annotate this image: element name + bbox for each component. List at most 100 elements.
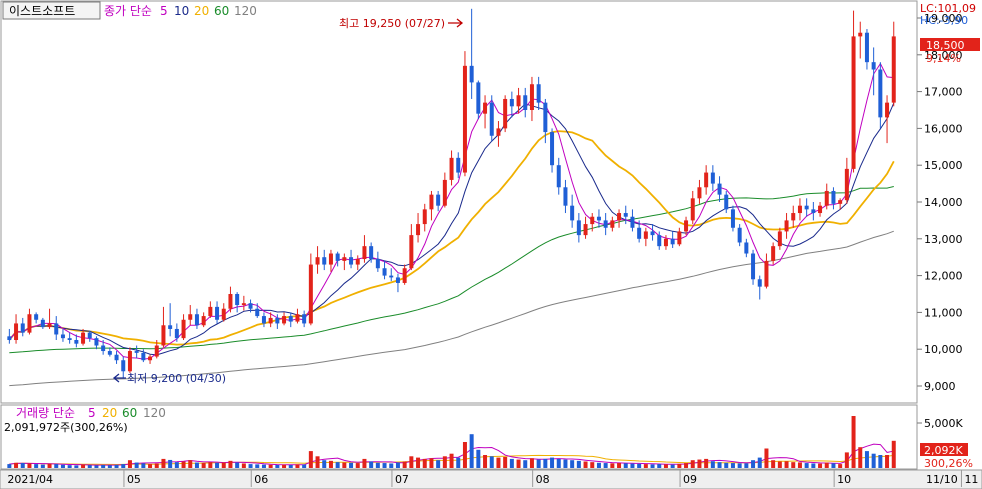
candle-body bbox=[40, 319, 45, 328]
volume-bar bbox=[389, 463, 394, 468]
candle-body bbox=[637, 227, 642, 239]
candle-body bbox=[684, 220, 689, 232]
price-tick-label: 15,000 bbox=[924, 159, 963, 172]
hc-value: HC:-3,90 bbox=[920, 14, 968, 27]
candle-body bbox=[154, 345, 159, 357]
candle-body bbox=[462, 65, 467, 173]
volume-bar bbox=[483, 455, 488, 468]
volume-bar bbox=[657, 464, 662, 468]
volume-bar bbox=[503, 456, 508, 468]
candle-body bbox=[241, 303, 246, 306]
candle-body bbox=[818, 205, 823, 214]
candle-body bbox=[60, 334, 65, 339]
volume-bar bbox=[7, 464, 12, 468]
candle-body bbox=[885, 102, 890, 118]
volume-value-text: 2,091,972주(300,26%) bbox=[4, 421, 128, 434]
volume-bar bbox=[322, 460, 327, 468]
candle-body bbox=[891, 36, 896, 103]
volume-bar bbox=[282, 464, 287, 468]
candle-body bbox=[851, 36, 856, 169]
candle-body bbox=[148, 356, 153, 361]
candle-body bbox=[864, 32, 869, 63]
candle-body bbox=[670, 238, 675, 245]
volume-bar bbox=[315, 456, 320, 468]
candle-body bbox=[550, 132, 555, 166]
volume-bar bbox=[476, 449, 481, 468]
price-tick-label: 13,000 bbox=[924, 233, 963, 246]
x-axis-label: 2021/04 bbox=[7, 473, 53, 486]
candle-body bbox=[583, 224, 588, 236]
volume-bar bbox=[349, 462, 354, 468]
volume-bar bbox=[248, 464, 253, 468]
x-axis-label: 10 bbox=[837, 473, 851, 486]
volume-bar bbox=[255, 464, 260, 468]
candle-body bbox=[469, 65, 474, 83]
candle-body bbox=[94, 338, 99, 346]
candle-body bbox=[710, 172, 715, 184]
volume-bar bbox=[221, 462, 226, 468]
volume-bar bbox=[395, 462, 400, 468]
candle-body bbox=[677, 231, 682, 245]
candle-body bbox=[47, 323, 52, 328]
volume-bar bbox=[422, 458, 427, 468]
volume-bar bbox=[717, 462, 722, 468]
candle-body bbox=[409, 235, 414, 269]
high-arrow-icon bbox=[448, 18, 464, 28]
volume-bar bbox=[536, 459, 541, 468]
candle-body bbox=[315, 257, 320, 265]
volume-bar bbox=[650, 464, 655, 468]
candle-body bbox=[697, 187, 702, 199]
candle-body bbox=[844, 168, 849, 201]
volume-bar bbox=[362, 458, 367, 468]
candle-body bbox=[663, 238, 668, 247]
candle-body bbox=[101, 345, 106, 352]
candle-body bbox=[436, 194, 441, 206]
volume-bar bbox=[429, 458, 434, 468]
volume-bar bbox=[610, 463, 615, 468]
candle-body bbox=[181, 319, 186, 339]
stock-name-box[interactable] bbox=[2, 1, 101, 20]
candle-body bbox=[576, 220, 581, 236]
candle-body bbox=[342, 257, 347, 261]
volume-bar bbox=[308, 451, 313, 468]
volume-bar bbox=[516, 459, 521, 468]
volume-bar bbox=[188, 460, 193, 468]
volume-bar bbox=[235, 462, 240, 468]
volume-bar bbox=[623, 463, 628, 468]
volume-bar bbox=[630, 463, 635, 468]
volume-bar bbox=[858, 447, 863, 468]
candle-body bbox=[737, 227, 742, 243]
volume-bar bbox=[864, 451, 869, 468]
price-tick-label: 12,000 bbox=[924, 270, 963, 283]
volume-bar bbox=[161, 458, 166, 468]
price-tag-change: 9,14% bbox=[926, 52, 961, 65]
volume-bar bbox=[342, 462, 347, 468]
volume-ma-60: 60 bbox=[122, 406, 137, 420]
ma-period-10: 10 bbox=[174, 4, 189, 18]
candle-body bbox=[442, 179, 447, 206]
candle-body bbox=[516, 95, 521, 107]
volume-bar bbox=[603, 463, 608, 468]
price-tick-label: 11,000 bbox=[924, 306, 963, 319]
volume-bar bbox=[34, 464, 39, 468]
x-axis-label: 06 bbox=[254, 473, 268, 486]
volume-bar bbox=[40, 464, 45, 468]
candle-body bbox=[797, 205, 802, 214]
price-tick-label: 19,000 bbox=[924, 12, 963, 25]
high-annotation: 최고 19,250 (07/27) bbox=[339, 17, 445, 30]
x-axis-label: 05 bbox=[127, 473, 141, 486]
volume-bar bbox=[436, 460, 441, 468]
volume-tag-pct: 300,26% bbox=[924, 457, 973, 470]
volume-bar bbox=[261, 464, 266, 468]
volume-bar bbox=[268, 464, 273, 468]
volume-bar bbox=[181, 461, 186, 468]
candle-body bbox=[416, 224, 421, 236]
candle-body bbox=[503, 98, 508, 129]
candle-body bbox=[784, 220, 789, 232]
volume-bar bbox=[697, 459, 702, 468]
volume-bar bbox=[878, 455, 883, 468]
volume-bar bbox=[127, 460, 132, 468]
volume-bar bbox=[148, 464, 153, 468]
candle-body bbox=[771, 246, 776, 261]
volume-bar bbox=[54, 464, 59, 468]
